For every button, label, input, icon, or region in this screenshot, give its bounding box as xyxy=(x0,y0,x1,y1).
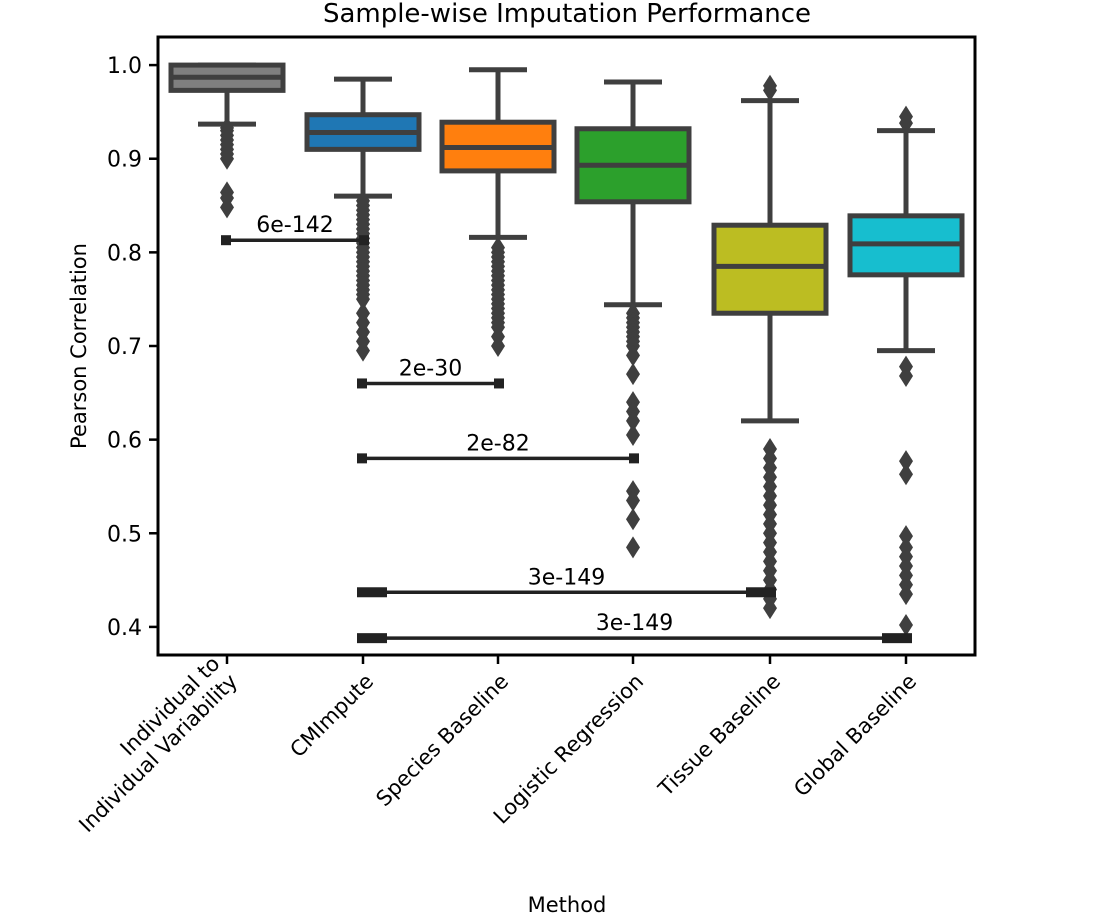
x-tick-label: Individual toIndividual Variability xyxy=(57,652,243,838)
x-axis-label: Method xyxy=(528,893,607,917)
box-1 xyxy=(304,76,422,362)
boxes-layer xyxy=(168,62,965,637)
outlier-point xyxy=(899,450,913,473)
y-tick-label: 0.8 xyxy=(107,241,142,266)
bracket-right-end xyxy=(746,587,776,598)
outlier-point xyxy=(763,79,777,102)
x-tick-label-line: Global Baseline xyxy=(789,669,921,801)
box-iqr xyxy=(711,222,829,316)
bracket-right-end xyxy=(629,453,639,464)
bracket-right-end xyxy=(494,378,504,389)
outlier-point xyxy=(899,583,913,606)
y-tick-label: 0.9 xyxy=(107,148,142,173)
bracket-left-end xyxy=(357,453,367,464)
y-axis-label: Pearson Correlation xyxy=(67,243,91,449)
bracket-right-end xyxy=(359,235,369,246)
bracket-left-end xyxy=(357,378,367,389)
outlier-point xyxy=(626,489,640,512)
axes-layer: 0.4 0.5 0.6 0.7 0.8 0.9 1.0 xyxy=(107,35,977,657)
outlier-point xyxy=(626,423,640,446)
significance-bracket: 2e-82 xyxy=(357,431,639,464)
outlier-point xyxy=(626,508,640,531)
x-tick-label: Logistic Regression xyxy=(489,669,648,828)
outlier-point xyxy=(356,288,370,311)
box-4 xyxy=(711,74,829,620)
p-value-label: 2e-82 xyxy=(466,431,529,456)
y-tick-label: 1.0 xyxy=(107,54,142,79)
outlier-point xyxy=(626,536,640,559)
outlier-point xyxy=(491,335,505,357)
x-tick-label-line: Individual Variability xyxy=(74,669,242,837)
plot-frame xyxy=(156,35,977,657)
y-tick-label: 0.4 xyxy=(107,616,142,641)
x-tick-label: Global Baseline xyxy=(789,669,921,801)
x-tick-label-line: Tissue Baseline xyxy=(653,669,785,801)
outlier-point xyxy=(626,344,640,367)
bracket-left-end xyxy=(221,235,231,246)
outlier-point xyxy=(356,339,370,362)
p-value-label: 3e-149 xyxy=(596,611,673,636)
significance-bracket: 3e-149 xyxy=(357,611,912,644)
bracket-right-end xyxy=(882,633,912,644)
outlier-point xyxy=(626,363,640,386)
outlier-point xyxy=(220,147,234,170)
outlier-point xyxy=(763,597,777,620)
x-tick-label-line: Logistic Regression xyxy=(489,669,648,828)
significance-bracket: 2e-30 xyxy=(357,356,504,389)
bracket-left-end xyxy=(357,633,387,644)
outlier-point xyxy=(220,196,234,219)
bracket-left-end xyxy=(357,587,387,598)
box-0 xyxy=(168,62,286,219)
outlier-point xyxy=(899,364,913,387)
x-tick-layer: Individual toIndividual Variability CMImp… xyxy=(57,652,921,838)
chart-title: Sample-wise Imputation Performance xyxy=(323,0,811,29)
p-value-label: 3e-149 xyxy=(528,565,605,590)
y-tick-label: 0.5 xyxy=(107,522,142,547)
significance-bracket: 6e-142 xyxy=(221,213,369,246)
outlier-point xyxy=(899,112,913,135)
x-tick-label-line: Species Baseline xyxy=(371,669,513,811)
outlier-point xyxy=(626,409,640,432)
box-3 xyxy=(574,79,692,559)
box-5 xyxy=(847,105,965,637)
x-tick-label: Tissue Baseline xyxy=(653,669,785,801)
box-2 xyxy=(439,67,557,357)
x-tick-label: Species Baseline xyxy=(371,669,513,811)
y-tick-label: 0.6 xyxy=(107,429,142,454)
outlier-point xyxy=(899,614,913,637)
x-tick-label-line: CMImpute xyxy=(285,669,378,762)
outlier-point xyxy=(899,525,913,548)
outlier-point xyxy=(899,463,913,486)
p-value-label: 6e-142 xyxy=(256,213,333,238)
y-tick-label: 0.7 xyxy=(107,335,142,360)
significance-layer: 6e-142 2e-30 2e-82 3e-149 3e-149 xyxy=(221,213,912,644)
p-value-label: 2e-30 xyxy=(399,356,462,381)
x-tick-label: CMImpute xyxy=(285,669,378,762)
significance-bracket: 3e-149 xyxy=(357,565,776,598)
